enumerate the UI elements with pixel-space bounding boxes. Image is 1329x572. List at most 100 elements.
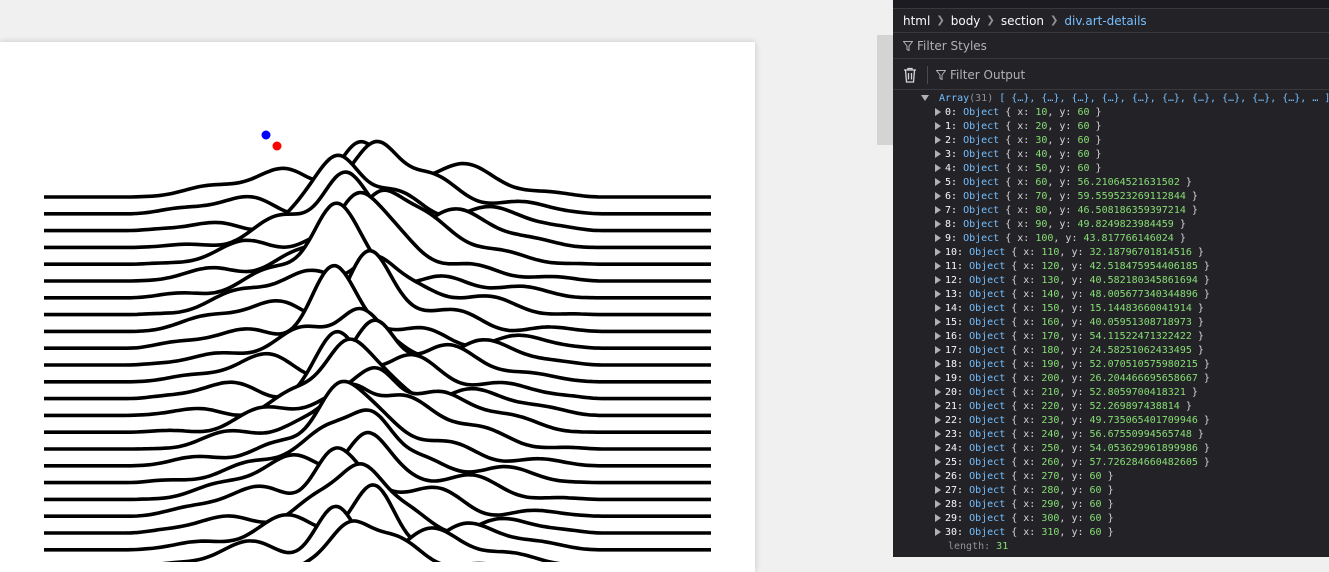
entry-x-value: 280 — [1041, 485, 1060, 496]
expand-triangle-icon[interactable] — [935, 290, 941, 298]
list-item[interactable]: 7: Object { x: 80, y: 46.508186359397214… — [893, 204, 1329, 218]
expand-triangle-icon[interactable] — [935, 192, 941, 200]
breadcrumb-section[interactable]: section — [1000, 13, 1045, 28]
list-item[interactable]: 27: Object { x: 280, y: 60 } — [893, 484, 1329, 498]
list-item[interactable]: 13: Object { x: 140, y: 48.0056773403448… — [893, 288, 1329, 302]
entry-object-label: Object — [969, 527, 1006, 538]
expand-triangle-icon[interactable] — [935, 374, 941, 382]
filter-output-input[interactable]: Filter Output — [950, 67, 1026, 82]
list-item[interactable]: 12: Object { x: 130, y: 40.5821803458616… — [893, 274, 1329, 288]
entry-object-label: Object — [963, 121, 1000, 132]
entry-brace-open: { — [1005, 457, 1024, 468]
array-label: Array — [939, 93, 970, 104]
entry-brace-close: } — [1101, 471, 1114, 482]
list-item[interactable]: 16: Object { x: 170, y: 54.1152247132242… — [893, 330, 1329, 344]
list-item[interactable]: 22: Object { x: 230, y: 49.7350654017099… — [893, 414, 1329, 428]
entry-index: 5 — [945, 177, 952, 188]
list-item[interactable]: 3: Object { x: 40, y: 60 } — [893, 148, 1329, 162]
expand-triangle-icon[interactable] — [935, 444, 941, 452]
trash-icon[interactable] — [903, 67, 917, 83]
expand-triangle-icon[interactable] — [935, 360, 941, 368]
expand-triangle-icon[interactable] — [935, 136, 941, 144]
expand-triangle-icon[interactable] — [935, 164, 941, 172]
expand-triangle-icon[interactable] — [935, 430, 941, 438]
expand-triangle-icon[interactable] — [935, 206, 941, 214]
expand-triangle-icon[interactable] — [935, 500, 941, 508]
expand-triangle-icon[interactable] — [935, 528, 941, 536]
list-item[interactable]: 19: Object { x: 200, y: 26.2044666956586… — [893, 372, 1329, 386]
list-item[interactable]: 21: Object { x: 220, y: 52.269897438814 … — [893, 400, 1329, 414]
filter-styles-placeholder: Filter Styles — [917, 39, 987, 53]
breadcrumb-html[interactable]: html — [903, 13, 931, 28]
list-item[interactable]: 23: Object { x: 240, y: 56.6755099456574… — [893, 428, 1329, 442]
expand-triangle-icon[interactable] — [935, 458, 941, 466]
list-item[interactable]: 9: Object { x: 100, y: 43.817766146024 } — [893, 232, 1329, 246]
list-item[interactable]: 28: Object { x: 290, y: 60 } — [893, 498, 1329, 512]
list-item[interactable]: 14: Object { x: 150, y: 15.1448366004191… — [893, 302, 1329, 316]
entry-colon: : — [957, 289, 970, 300]
expand-triangle-icon[interactable] — [935, 122, 941, 130]
list-item[interactable]: 24: Object { x: 250, y: 54.0536299618999… — [893, 442, 1329, 456]
expand-triangle-icon[interactable] — [935, 332, 941, 340]
list-item[interactable]: 2: Object { x: 30, y: 60 } — [893, 134, 1329, 148]
filter-styles-input[interactable]: Filter Styles — [893, 34, 1329, 59]
expand-triangle-icon[interactable] — [935, 514, 941, 522]
funnel-icon — [903, 41, 913, 51]
list-item[interactable]: 11: Object { x: 120, y: 42.5184759544061… — [893, 260, 1329, 274]
list-item[interactable]: 17: Object { x: 180, y: 24.5825106243349… — [893, 344, 1329, 358]
list-item[interactable]: 6: Object { x: 70, y: 59.559523269112844… — [893, 190, 1329, 204]
expand-triangle-icon[interactable] — [935, 318, 941, 326]
expand-triangle-icon[interactable] — [935, 388, 941, 396]
entry-object-label: Object — [963, 177, 1000, 188]
entry-colon: : — [957, 303, 970, 314]
list-item[interactable]: 0: Object { x: 10, y: 60 } — [893, 106, 1329, 120]
entry-y-key: , y: — [1047, 121, 1078, 132]
expand-triangle-icon[interactable] — [935, 234, 941, 242]
expand-triangle-icon[interactable] — [935, 178, 941, 186]
breadcrumb-div-art-details[interactable]: div.art-details — [1064, 13, 1147, 28]
page-scrollbar-thumb[interactable] — [877, 35, 893, 145]
list-item[interactable]: 30: Object { x: 310, y: 60 } — [893, 526, 1329, 540]
entry-x-value: 90 — [1035, 219, 1048, 230]
expand-triangle-icon[interactable] — [935, 220, 941, 228]
entry-brace-close: } — [1089, 107, 1102, 118]
length-label: length — [948, 541, 985, 552]
expand-triangle-icon[interactable] — [935, 346, 941, 354]
breadcrumb-body[interactable]: body — [950, 13, 981, 28]
list-item[interactable]: 20: Object { x: 210, y: 52.8059700418321… — [893, 386, 1329, 400]
entry-y-key: , y: — [1059, 499, 1090, 510]
expand-triangle-icon[interactable] — [921, 95, 929, 101]
entry-x-value: 150 — [1041, 303, 1060, 314]
list-item[interactable]: 15: Object { x: 160, y: 40.0595130871897… — [893, 316, 1329, 330]
entry-x-value: 130 — [1041, 275, 1060, 286]
expand-triangle-icon[interactable] — [935, 150, 941, 158]
entry-index: 7 — [945, 205, 952, 216]
list-item[interactable]: 8: Object { x: 90, y: 49.8249823984459 } — [893, 218, 1329, 232]
expand-triangle-icon[interactable] — [935, 402, 941, 410]
entry-x-value: 40 — [1035, 149, 1048, 160]
expand-triangle-icon[interactable] — [935, 262, 941, 270]
list-item[interactable]: 10: Object { x: 110, y: 32.1879670181451… — [893, 246, 1329, 260]
expand-triangle-icon[interactable] — [935, 472, 941, 480]
expand-triangle-icon[interactable] — [935, 416, 941, 424]
entry-colon: : — [957, 499, 970, 510]
expand-triangle-icon[interactable] — [935, 248, 941, 256]
expand-triangle-icon[interactable] — [935, 304, 941, 312]
entry-x-value: 240 — [1041, 429, 1060, 440]
list-item[interactable]: 26: Object { x: 270, y: 60 } — [893, 470, 1329, 484]
list-item[interactable]: 29: Object { x: 300, y: 60 } — [893, 512, 1329, 526]
entry-object-label: Object — [969, 359, 1006, 370]
array-summary-row[interactable]: Array(31) [ {…}, {…}, {…}, {…}, {…}, {…}… — [893, 92, 1329, 106]
entry-x-key: x: — [1023, 247, 1042, 258]
list-item[interactable]: 4: Object { x: 50, y: 60 } — [893, 162, 1329, 176]
entry-brace-close: } — [1191, 247, 1204, 258]
expand-triangle-icon[interactable] — [935, 486, 941, 494]
list-item[interactable]: 18: Object { x: 190, y: 52.0705105759802… — [893, 358, 1329, 372]
expand-triangle-icon[interactable] — [935, 276, 941, 284]
list-item[interactable]: 1: Object { x: 20, y: 60 } — [893, 120, 1329, 134]
entry-y-key: , y: — [1059, 527, 1090, 538]
list-item[interactable]: 5: Object { x: 60, y: 56.21064521631502 … — [893, 176, 1329, 190]
list-item[interactable]: 25: Object { x: 260, y: 57.7262846604826… — [893, 456, 1329, 470]
expand-triangle-icon[interactable] — [935, 108, 941, 116]
entry-colon: : — [951, 233, 964, 244]
